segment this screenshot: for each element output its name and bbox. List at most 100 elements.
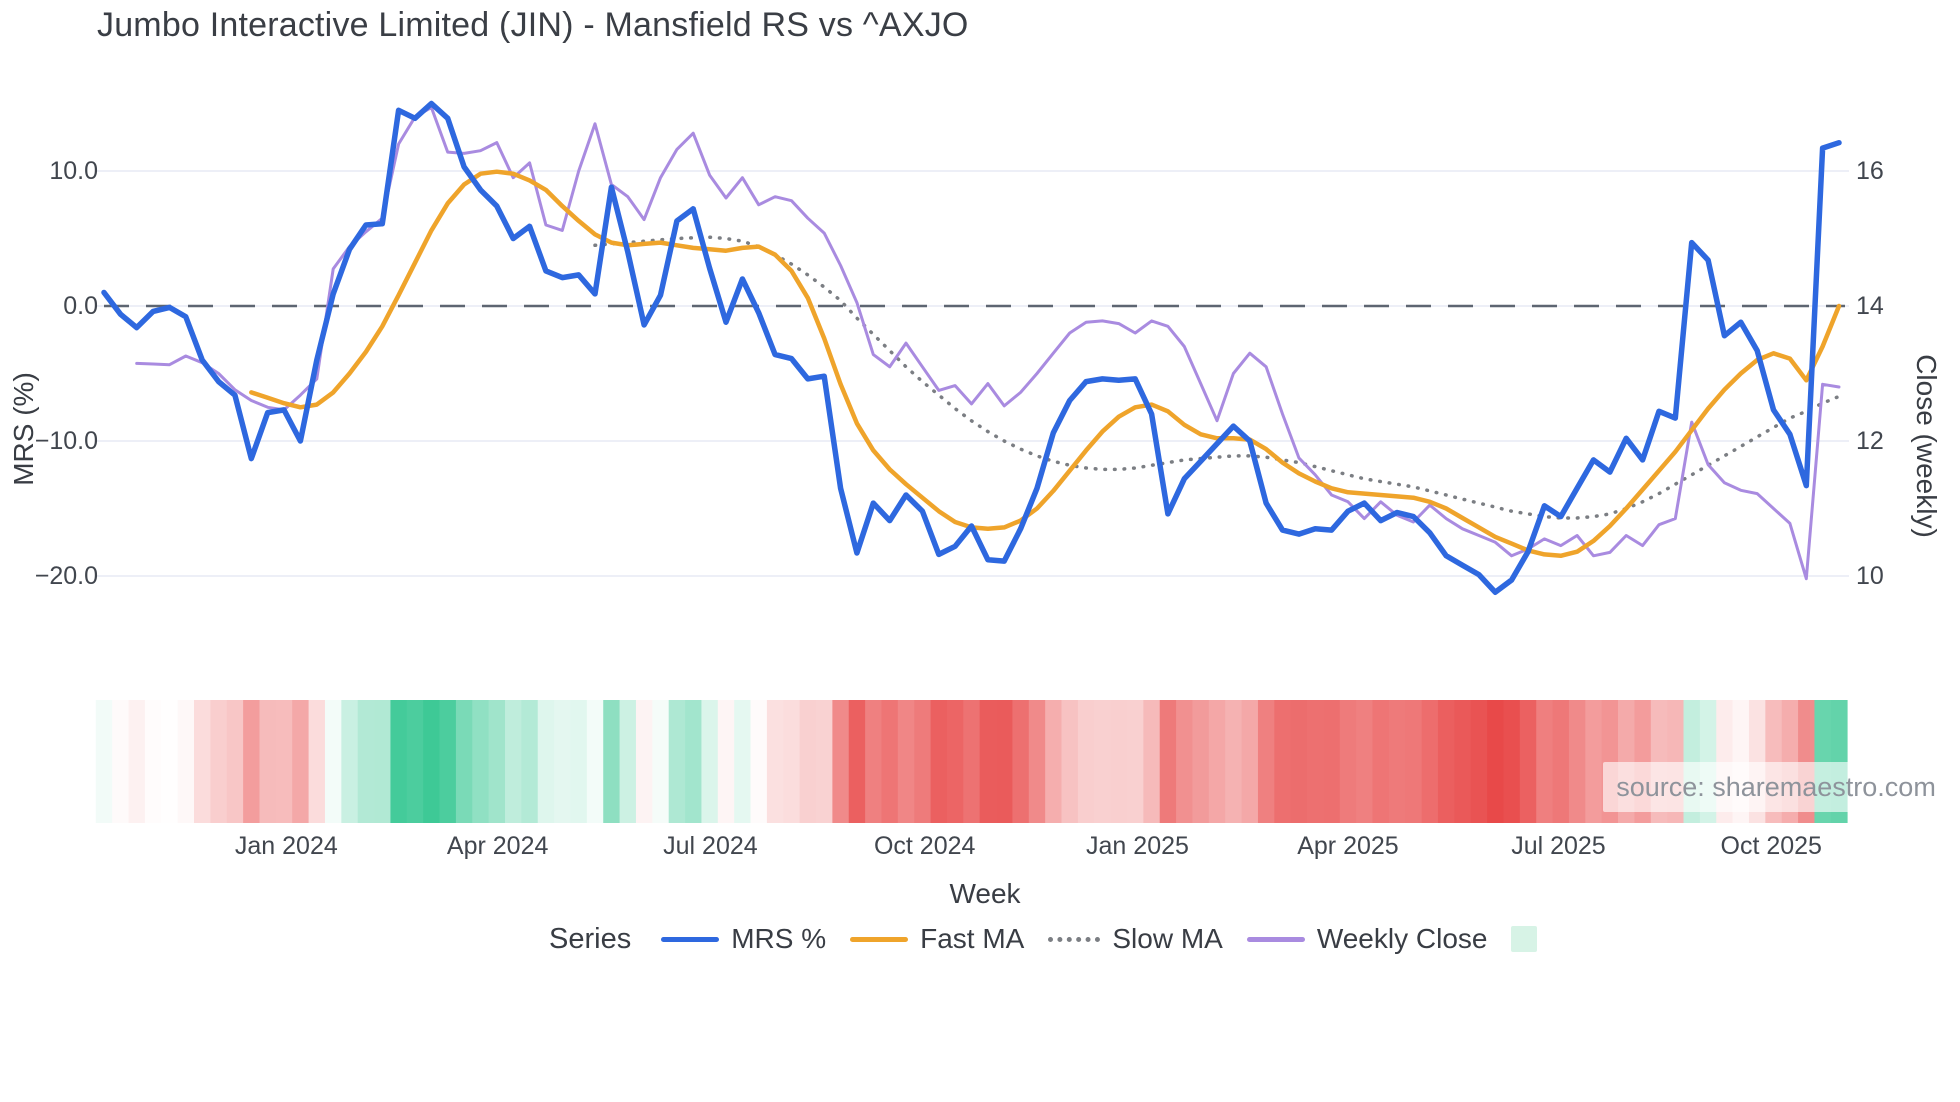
y-tick-label-right: 16 (1856, 157, 1884, 185)
x-tick-label: Oct 2025 (1720, 832, 1822, 860)
heatmap-band (586, 700, 604, 823)
legend-item-label: Slow MA (1112, 923, 1223, 954)
heatmap-band (226, 700, 244, 823)
y-tick-label-left: −10.0 (34, 427, 98, 455)
legend-item-label: Fast MA (920, 923, 1025, 954)
heatmap-band (717, 700, 735, 823)
heatmap-band (603, 700, 620, 823)
heatmap-band (1290, 700, 1308, 823)
heatmap-band (455, 700, 473, 823)
heatmap-band (1487, 700, 1504, 823)
heatmap-band (128, 700, 146, 823)
heatmap-band (1503, 700, 1521, 823)
heatmap-band (783, 700, 801, 823)
heatmap-band (766, 700, 784, 823)
heatmap-band (357, 700, 375, 823)
heatmap-band (1061, 700, 1079, 823)
heatmap-band (832, 700, 850, 823)
legend-item-heatmap (1511, 926, 1538, 952)
series-line-mrs- (101, 100, 1842, 595)
heatmap-band (1323, 700, 1341, 823)
heatmap-band (1094, 700, 1112, 823)
heatmap-band (979, 700, 997, 823)
y-tick-label-left: 10.0 (49, 157, 98, 185)
mrs-line-swatch-icon (661, 936, 720, 942)
heatmap-band (554, 700, 571, 823)
heatmap-band (1454, 700, 1472, 823)
heatmap-band (390, 700, 408, 823)
heatmap-band (816, 700, 833, 823)
heatmap-band (619, 700, 637, 823)
heatmap-band (635, 700, 653, 823)
heatmap-band (439, 700, 457, 823)
series-line-weekly-close (135, 106, 1841, 581)
page-title: Jumbo Interactive Limited (JIN) - Mansfi… (97, 6, 969, 44)
heatmap-band (1437, 700, 1455, 823)
series-line-slow-ma (593, 235, 1841, 520)
heatmap-band (848, 700, 866, 823)
heatmap-band (161, 700, 179, 823)
legend-title: Series (549, 922, 632, 955)
y-tick-label-right: 12 (1856, 427, 1884, 455)
heatmap-band (308, 700, 326, 823)
x-tick-label: Apr 2024 (446, 832, 549, 860)
heatmap-band (505, 700, 522, 823)
heatmap-band (1159, 700, 1177, 823)
heatmap-band (914, 700, 931, 823)
heatmap-band (406, 700, 424, 823)
heatmap-band (374, 700, 391, 823)
heatmap-band (194, 700, 211, 823)
x-tick-label: Jan 2025 (1086, 832, 1189, 860)
heatmap-band (537, 700, 555, 823)
heatmap-band (1585, 700, 1603, 823)
chart-legend: Series MRS % Fast MA Slow MA Weekly Clos… (549, 920, 1538, 958)
heatmap-band (1568, 700, 1586, 823)
heatmap-band (1405, 700, 1423, 823)
y-tick-label-right: 10 (1856, 562, 1884, 590)
weekly-close-line-swatch-icon (1246, 936, 1305, 942)
heatmap-band (1192, 700, 1210, 823)
heatmap-band (799, 700, 817, 823)
heatmap-band (95, 700, 113, 823)
heatmap-band (1028, 700, 1046, 823)
legend-item-label: MRS % (731, 923, 827, 954)
y-tick-label-left: −20.0 (34, 562, 98, 590)
heatmap-swatch-icon (1511, 926, 1538, 952)
heatmap-band (1339, 700, 1357, 823)
heatmap-band (1274, 700, 1292, 823)
heatmap-band (701, 700, 719, 823)
heatmap-band (897, 700, 915, 823)
heatmap-band (1388, 700, 1406, 823)
heatmap-band (1536, 700, 1553, 823)
heatmap-band (1519, 700, 1537, 823)
heatmap-band (210, 700, 228, 823)
heatmap-band (341, 700, 359, 823)
heatmap-band (1176, 700, 1193, 823)
heatmap-band (881, 700, 899, 823)
heatmap-band (865, 700, 882, 823)
fast-ma-line-swatch-icon (850, 936, 909, 942)
y-tick-label-right: 14 (1856, 292, 1884, 320)
heatmap-band (1077, 700, 1095, 823)
heatmap-band (1127, 700, 1144, 823)
legend-item-mrs: MRS % (661, 923, 826, 955)
heatmap-band (1012, 700, 1030, 823)
x-tick-label: Jan 2024 (234, 832, 338, 860)
heatmap-band (1143, 700, 1161, 823)
heatmap-band (1552, 700, 1570, 823)
heatmap-band (1356, 700, 1373, 823)
heatmap-band (668, 700, 686, 823)
slow-ma-dotted-swatch-icon (1048, 936, 1101, 942)
heatmap-band (1241, 700, 1259, 823)
heatmap-band (292, 700, 309, 823)
heatmap-band (930, 700, 948, 823)
heatmap-band (963, 700, 981, 823)
heatmap-band (734, 700, 751, 823)
x-tick-label: Apr 2025 (1297, 832, 1399, 860)
heatmap-band (1421, 700, 1439, 823)
legend-item-fast-ma: Fast MA (850, 923, 1024, 955)
heatmap-band (1470, 700, 1488, 823)
series-line-fast-ma (249, 169, 1842, 559)
legend-item-label: Weekly Close (1316, 923, 1488, 954)
heatmap-band (521, 700, 539, 823)
